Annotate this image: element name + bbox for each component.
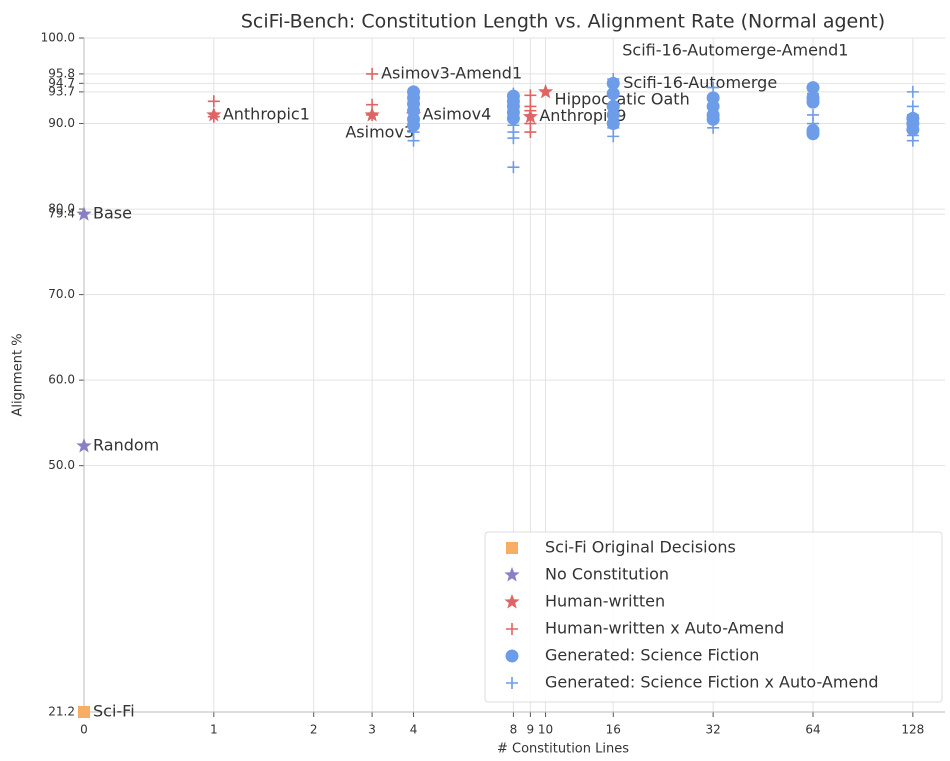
x-axis-label: # Constitution Lines <box>497 742 629 757</box>
point-label: Asimov4 <box>423 104 492 123</box>
point <box>524 126 537 139</box>
legend-label: Sci-Fi Original Decisions <box>545 538 736 557</box>
legend-marker <box>506 542 518 554</box>
x-tick-label: 64 <box>805 723 820 737</box>
point <box>76 206 92 221</box>
x-tick-label: 3 <box>368 723 376 737</box>
x-tick-label: 128 <box>901 723 924 737</box>
legend-label: Human-written <box>545 592 665 611</box>
point-label: Base <box>93 204 132 223</box>
y-tick-label: 95.8 <box>48 66 75 80</box>
point-label: Asimov3 <box>345 122 414 141</box>
point-label: Anthropic9 <box>539 106 626 125</box>
y-tick-label: 79.4 <box>48 207 75 221</box>
legend-marker <box>504 594 520 609</box>
legend-label: No Constitution <box>545 565 669 584</box>
legend-marker <box>505 649 519 663</box>
legend-label: Human-written x Auto-Amend <box>545 619 784 638</box>
point <box>366 108 379 121</box>
y-tick-label: 90.0 <box>48 116 75 130</box>
legend-marker <box>506 623 518 635</box>
point <box>407 134 420 147</box>
point-label: Scifi-16-Automerge-Amend1 <box>622 41 848 60</box>
point <box>507 161 520 174</box>
point <box>366 98 379 111</box>
point <box>707 114 720 127</box>
x-tick-label: 4 <box>410 723 418 737</box>
y-tick-label: 100.0 <box>41 31 75 45</box>
x-tick-label: 2 <box>310 723 318 737</box>
point-label: Random <box>93 435 159 454</box>
point-label: Scifi-16-Automerge <box>623 73 777 92</box>
y-tick-label: 60.0 <box>48 373 75 387</box>
y-axis-label: Alignment % <box>11 333 26 416</box>
point <box>506 111 520 125</box>
point <box>806 108 819 121</box>
marks: Sci-Fi Base Random Anthropic1 Asimov3 Asimov4… <box>76 41 920 721</box>
point <box>207 110 220 123</box>
point <box>906 100 919 113</box>
x-tick-label: 9 <box>527 723 535 737</box>
y-tick-label: 70.0 <box>48 287 75 301</box>
x-tick-label: 16 <box>606 723 621 737</box>
grid: 21.2 50.0 60.0 70.0 79.480.0 90.0 93.794.795.8… <box>41 31 945 737</box>
point-label: Hippocratic Oath <box>555 89 690 108</box>
point <box>507 119 520 132</box>
point <box>78 706 90 718</box>
x-tick-label: 8 <box>510 723 518 737</box>
point <box>524 89 537 102</box>
point <box>806 95 820 109</box>
chart-title: SciFi-Bench: Constitution Length vs. Ali… <box>241 11 885 33</box>
point-label: Anthropic1 <box>223 104 310 123</box>
point <box>207 95 220 108</box>
y-tick-label: 50.0 <box>48 458 75 472</box>
point <box>366 67 379 80</box>
legend-label: Generated: Science Fiction <box>545 646 759 665</box>
y-tick-label: 80.0 <box>48 202 75 216</box>
legend-marker <box>504 567 520 582</box>
point <box>707 81 720 94</box>
x-tick-label: 32 <box>705 723 720 737</box>
point <box>607 85 620 98</box>
point <box>76 438 92 453</box>
point <box>906 129 919 142</box>
point <box>524 104 537 117</box>
point <box>806 87 819 100</box>
legend-marker <box>506 677 518 689</box>
point <box>607 73 620 86</box>
point <box>906 85 919 98</box>
point <box>607 115 620 128</box>
x-tick-label: 10 <box>538 723 553 737</box>
legend-label: Generated: Science Fiction x Auto-Amend <box>545 673 879 692</box>
legend-box <box>484 531 943 703</box>
point-label: Asimov3-Amend1 <box>381 63 522 82</box>
point <box>537 83 554 99</box>
x-tick-label: 0 <box>80 723 88 737</box>
y-tick-label: 94.7 <box>48 76 75 90</box>
x-tick-label: 1 <box>210 723 218 737</box>
point-label: Sci-Fi <box>93 702 135 721</box>
point <box>507 87 520 100</box>
y-tick-label: 93.7 <box>48 84 75 98</box>
y-tick-label: 21.2 <box>48 705 75 719</box>
point <box>407 117 420 130</box>
legend: Sci-Fi Original Decisions No Constitution… <box>484 531 943 703</box>
